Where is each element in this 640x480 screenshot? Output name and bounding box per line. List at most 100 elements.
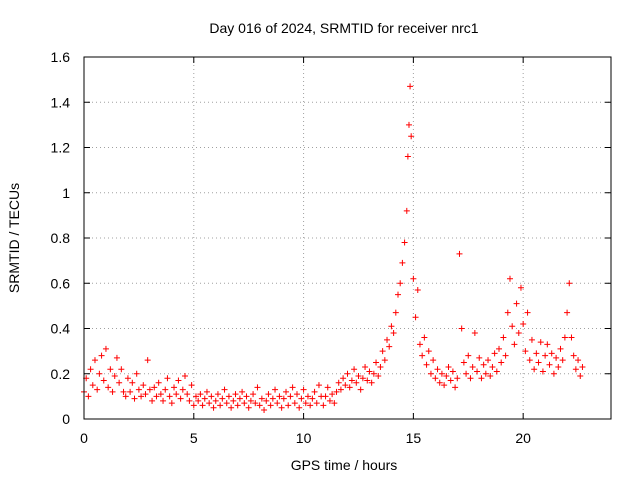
data-point: [289, 384, 296, 391]
data-point: [269, 395, 276, 402]
data-point: [142, 391, 149, 398]
data-point: [520, 320, 527, 327]
data-point: [85, 393, 92, 400]
data-point: [331, 400, 338, 407]
data-point: [579, 363, 586, 370]
data-point: [550, 370, 557, 377]
data-point: [208, 393, 215, 400]
data-point: [423, 361, 430, 368]
data-point: [485, 357, 492, 364]
data-point: [326, 397, 333, 404]
data-point: [404, 153, 411, 160]
data-point: [247, 397, 254, 404]
data-point: [307, 402, 314, 409]
data-point: [199, 402, 206, 409]
data-point: [320, 402, 327, 409]
data-point: [223, 400, 230, 407]
data-point: [407, 83, 414, 90]
data-point: [182, 373, 189, 380]
data-point: [239, 388, 246, 395]
data-point: [469, 363, 476, 370]
data-point: [287, 393, 294, 400]
data-point: [298, 395, 305, 402]
data-point: [561, 334, 568, 341]
data-point: [359, 375, 366, 382]
data-point: [419, 352, 426, 359]
data-point: [546, 361, 553, 368]
data-point: [399, 259, 406, 266]
data-point: [388, 323, 395, 330]
data-point: [131, 395, 138, 402]
data-point: [548, 350, 555, 357]
data-point: [91, 357, 98, 364]
data-point: [416, 341, 423, 348]
data-point: [278, 404, 285, 411]
data-point: [511, 341, 518, 348]
data-point: [322, 393, 329, 400]
data-point: [575, 357, 582, 364]
data-point: [184, 391, 191, 398]
data-point: [124, 375, 131, 382]
data-point: [236, 395, 243, 402]
data-point: [489, 363, 496, 370]
data-point: [476, 354, 483, 361]
data-point: [214, 391, 221, 398]
data-point: [293, 391, 300, 398]
x-tick-label: 20: [515, 430, 531, 446]
data-point: [171, 384, 178, 391]
data-point: [460, 359, 467, 366]
y-tick-label: 0.2: [51, 366, 71, 382]
data-point: [243, 393, 250, 400]
data-point: [261, 406, 268, 413]
data-point: [445, 363, 452, 370]
data-point: [206, 400, 213, 407]
y-axis-ticks: 0 0.2 0.4 0.6 0.8 1 1.2 1.4 1.6: [51, 49, 611, 427]
data-point: [379, 348, 386, 355]
x-tick-label: 10: [296, 430, 312, 446]
data-point: [364, 377, 371, 384]
data-point: [362, 363, 369, 370]
data-point: [577, 373, 584, 380]
data-point: [192, 393, 199, 400]
data-point: [375, 373, 382, 380]
data-point: [353, 379, 360, 386]
data-point: [441, 382, 448, 389]
data-point: [539, 368, 546, 375]
x-axis-label: GPS time / hours: [291, 457, 398, 473]
data-point: [230, 397, 237, 404]
data-point: [190, 402, 197, 409]
data-point: [410, 275, 417, 282]
data-point: [340, 375, 347, 382]
data-point: [309, 395, 316, 402]
data-point: [116, 379, 123, 386]
data-point: [482, 370, 489, 377]
data-point: [355, 373, 362, 380]
x-axis-ticks: 0 5 10 15 20: [80, 57, 531, 446]
data-point: [263, 397, 270, 404]
data-point: [500, 334, 507, 341]
chart-title: Day 016 of 2024, SRMTID for receiver nrc…: [209, 20, 478, 36]
data-point: [447, 377, 454, 384]
data-point: [533, 350, 540, 357]
data-point: [458, 325, 465, 332]
data-point: [98, 352, 105, 359]
y-tick-label: 1.2: [51, 140, 71, 156]
data-point: [133, 370, 140, 377]
data-point: [210, 404, 217, 411]
data-point: [252, 400, 259, 407]
y-tick-label: 0.8: [51, 230, 71, 246]
data-point: [496, 345, 503, 352]
y-tick-label: 1.6: [51, 49, 71, 65]
data-point: [94, 386, 101, 393]
data-point: [166, 393, 173, 400]
data-point: [522, 348, 529, 355]
data-point: [471, 330, 478, 337]
plot-frame: [83, 56, 612, 420]
data-point: [397, 280, 404, 287]
data-point: [463, 370, 470, 377]
data-point: [333, 388, 340, 395]
data-point: [454, 375, 461, 382]
data-point: [425, 348, 432, 355]
data-point: [179, 386, 186, 393]
y-axis-label: SRMTID / TECUs: [6, 183, 22, 293]
